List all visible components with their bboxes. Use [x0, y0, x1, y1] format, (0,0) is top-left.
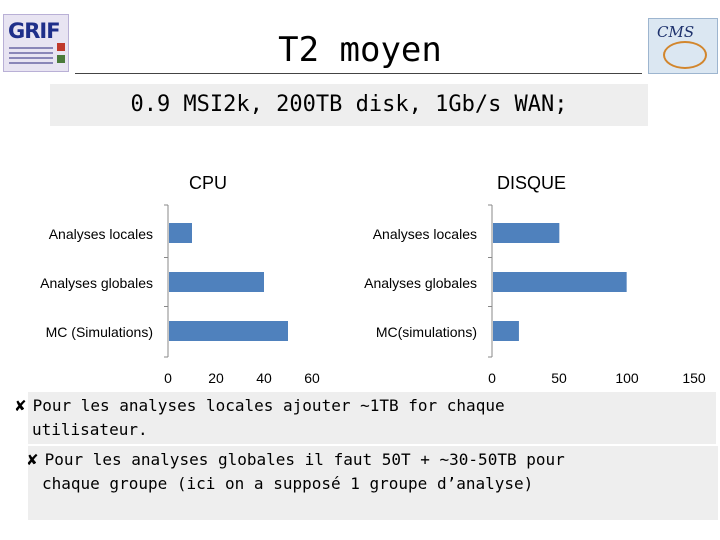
disque-bar-3: [493, 321, 519, 341]
cms-logo: CMS: [648, 18, 718, 74]
cpu-x-tick-label: 40: [256, 370, 272, 386]
logo-text-lines: [9, 47, 53, 67]
cpu-category-label: MC (Simulations): [45, 324, 153, 340]
slide-title: T2 moyen: [278, 30, 442, 70]
note-1-line-2: utilisateur.: [32, 420, 148, 439]
note-box-1: [28, 392, 716, 444]
disque-bar-2: [493, 272, 627, 292]
disque-category-label: MC(simulations): [375, 324, 477, 340]
disque-x-tick-label: 50: [551, 370, 567, 386]
disque-x-tick-label: 100: [615, 370, 639, 386]
title-underline: [75, 73, 642, 74]
cross-bullet-icon: ✘: [26, 451, 39, 469]
cpu-bar-3: [169, 321, 288, 341]
cpu-bar-2: [169, 272, 264, 292]
disque-x-tick-label: 0: [488, 370, 496, 386]
logo-green-square: [57, 55, 65, 63]
cpu-x-tick-label: 20: [208, 370, 224, 386]
cpu-category-label: Analyses locales: [48, 226, 153, 242]
cms-logo-swirl: [663, 41, 707, 69]
cpu-x-tick-label: 60: [304, 370, 320, 386]
cpu-bar-1: [169, 223, 192, 243]
disque-chart-title: DISQUE: [497, 173, 567, 193]
logo-red-square: [57, 43, 65, 51]
subtitle-background: [50, 84, 648, 126]
note-box-2: [28, 446, 718, 520]
note-1: ✘ Pour les analyses locales ajouter ~1TB …: [14, 394, 505, 442]
grif-logo-text: GRIF: [8, 19, 61, 43]
disque-bar-1: [493, 223, 560, 243]
cms-logo-text: CMS: [657, 23, 695, 41]
cpu-category-label: Analyses globales: [40, 275, 153, 291]
cpu-x-tick-label: 0: [164, 370, 172, 386]
grif-logo: GRIF: [3, 14, 69, 72]
note-1-line-1: Pour les analyses locales ajouter ~1TB f…: [32, 396, 505, 415]
disque-category-label: Analyses locales: [372, 226, 477, 242]
slide-subtitle: 0.9 MSI2k, 200TB disk, 1Gb/s WAN;: [130, 92, 568, 117]
cpu-chart-title: CPU: [189, 173, 228, 193]
note-2-line-1: Pour les analyses globales il faut 50T +…: [44, 450, 565, 469]
disque-x-tick-label: 150: [682, 370, 706, 386]
cross-bullet-icon: ✘: [14, 397, 27, 415]
note-2-line-2: chaque groupe (ici on a supposé 1 groupe…: [42, 474, 534, 493]
disque-category-label: Analyses globales: [364, 275, 477, 291]
note-2: ✘ Pour les analyses globales il faut 50T …: [26, 448, 565, 496]
